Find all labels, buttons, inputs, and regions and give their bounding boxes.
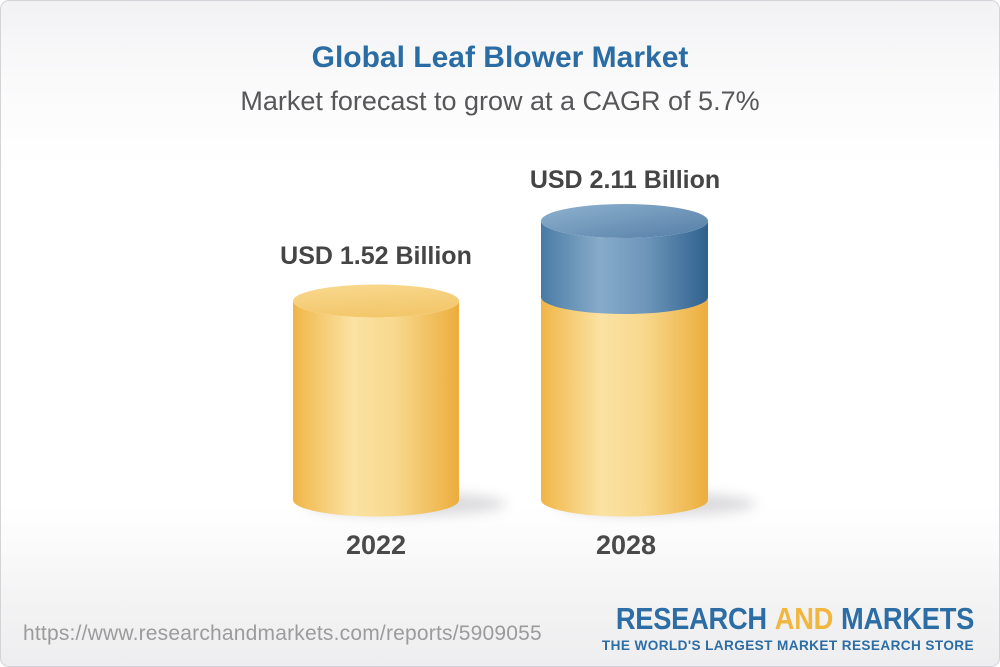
logo-tagline: THE WORLD'S LARGEST MARKET RESEARCH STOR… bbox=[601, 638, 974, 653]
value-label-2022: USD 1.52 Billion bbox=[280, 242, 472, 270]
source-url: https://www.researchandmarkets.com/repor… bbox=[23, 622, 542, 645]
category-label-2028: 2028 bbox=[595, 530, 657, 560]
research-and-markets-logo: RESEARCH AND MARKETS THE WORLD'S LARGEST M… bbox=[567, 601, 974, 653]
bar-2028-base-body bbox=[541, 297, 708, 517]
page-title: Global Leaf Blower Market bbox=[311, 41, 689, 74]
category-label-2022: 2022 bbox=[345, 530, 407, 560]
logo-word-markets: MARKETS bbox=[840, 601, 974, 636]
value-label-2028: USD 2.11 Billion bbox=[529, 166, 721, 194]
bar-2022-body bbox=[293, 301, 459, 517]
logo-word-research: RESEARCH bbox=[615, 601, 767, 636]
page-subtitle: Market forecast to grow at a CAGR of 5.7… bbox=[240, 86, 760, 116]
logo-wordmark: RESEARCH AND MARKETS bbox=[616, 601, 974, 637]
bar-2028-top bbox=[541, 204, 708, 238]
bar-2022-top bbox=[293, 284, 459, 318]
bar-2028-growth-segment bbox=[541, 221, 708, 314]
logo-word-and: AND bbox=[774, 601, 834, 636]
